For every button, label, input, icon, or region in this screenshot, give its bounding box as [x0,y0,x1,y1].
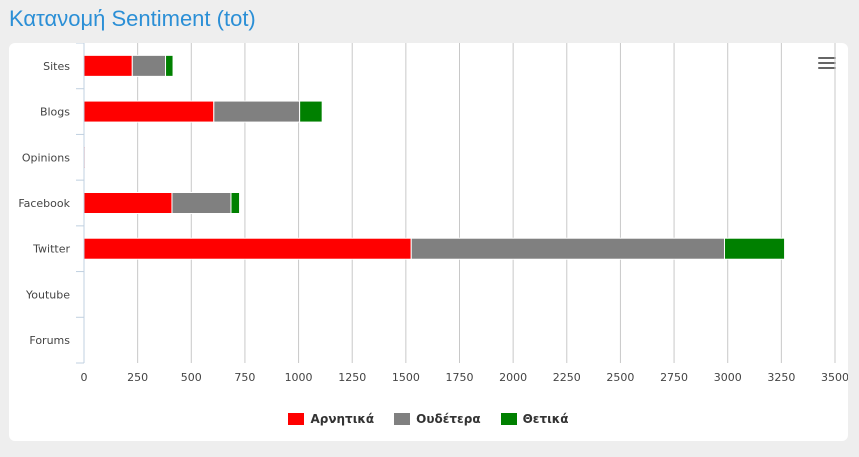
x-tick-label: 1250 [338,371,366,384]
x-tick-label: 3250 [767,371,795,384]
bar-segment [83,192,173,214]
x-tick-label: 2750 [660,371,688,384]
bar-segment [213,100,301,123]
bar-segment [299,100,323,123]
menu-icon[interactable] [818,57,836,71]
category-label: Sites [43,60,70,73]
bar-chart: 0 250 500 750 1000 1250 1500 1750 2000 2250 2500 27… [18,43,848,384]
x-tick-label: 250 [127,371,148,384]
bar-segment [230,192,241,214]
axis-layer: 0 250 500 750 1000 1250 1500 1750 2000 2250 2500 27… [18,43,848,384]
category-label: Facebook [18,197,70,210]
bar-segment [171,192,232,214]
x-tick-label: 0 [81,371,88,384]
x-tick-label: 1000 [285,371,313,384]
bar-segment [83,237,412,260]
bar-segment [131,54,167,77]
legend-swatch [500,413,517,425]
bar-segment [723,237,786,260]
bar-segment [165,54,174,77]
x-tick-label: 500 [181,371,202,384]
chart-panel: 0 250 500 750 1000 1250 1500 1750 2000 2250 2500 27… [9,43,848,441]
bar-segment [410,237,725,260]
legend-label: Θετικά [522,412,569,426]
category-label: Opinions [22,151,70,164]
legend: Αρνητικά Ουδέτερα Θετικά [9,412,848,426]
bar-layer [83,54,786,260]
x-tick-label: 1500 [392,371,420,384]
x-tick-label: 750 [234,371,255,384]
legend-item[interactable]: Αρνητικά [288,412,374,426]
grid-layer [83,43,836,363]
bar-segment [83,100,215,123]
legend-swatch [394,413,411,425]
bar-segment [83,54,133,77]
category-label: Forums [29,334,70,347]
x-tick-label: 1750 [446,371,474,384]
category-label: Youtube [25,288,70,301]
page-title: Κατανομή Sentiment (tot) [9,6,256,31]
legend-swatch [288,413,305,425]
x-tick-label: 2500 [606,371,634,384]
legend-item[interactable]: Ουδέτερα [394,412,481,426]
legend-label: Αρνητικά [310,412,375,426]
category-label: Twitter [32,243,70,256]
x-tick-label: 2000 [499,371,527,384]
legend-label: Ουδέτερα [416,412,481,426]
x-tick-label: 3500 [821,371,848,384]
category-label: Blogs [40,106,70,119]
x-tick-label: 3000 [714,371,742,384]
legend-item[interactable]: Θετικά [500,412,569,426]
x-tick-label: 2250 [553,371,581,384]
